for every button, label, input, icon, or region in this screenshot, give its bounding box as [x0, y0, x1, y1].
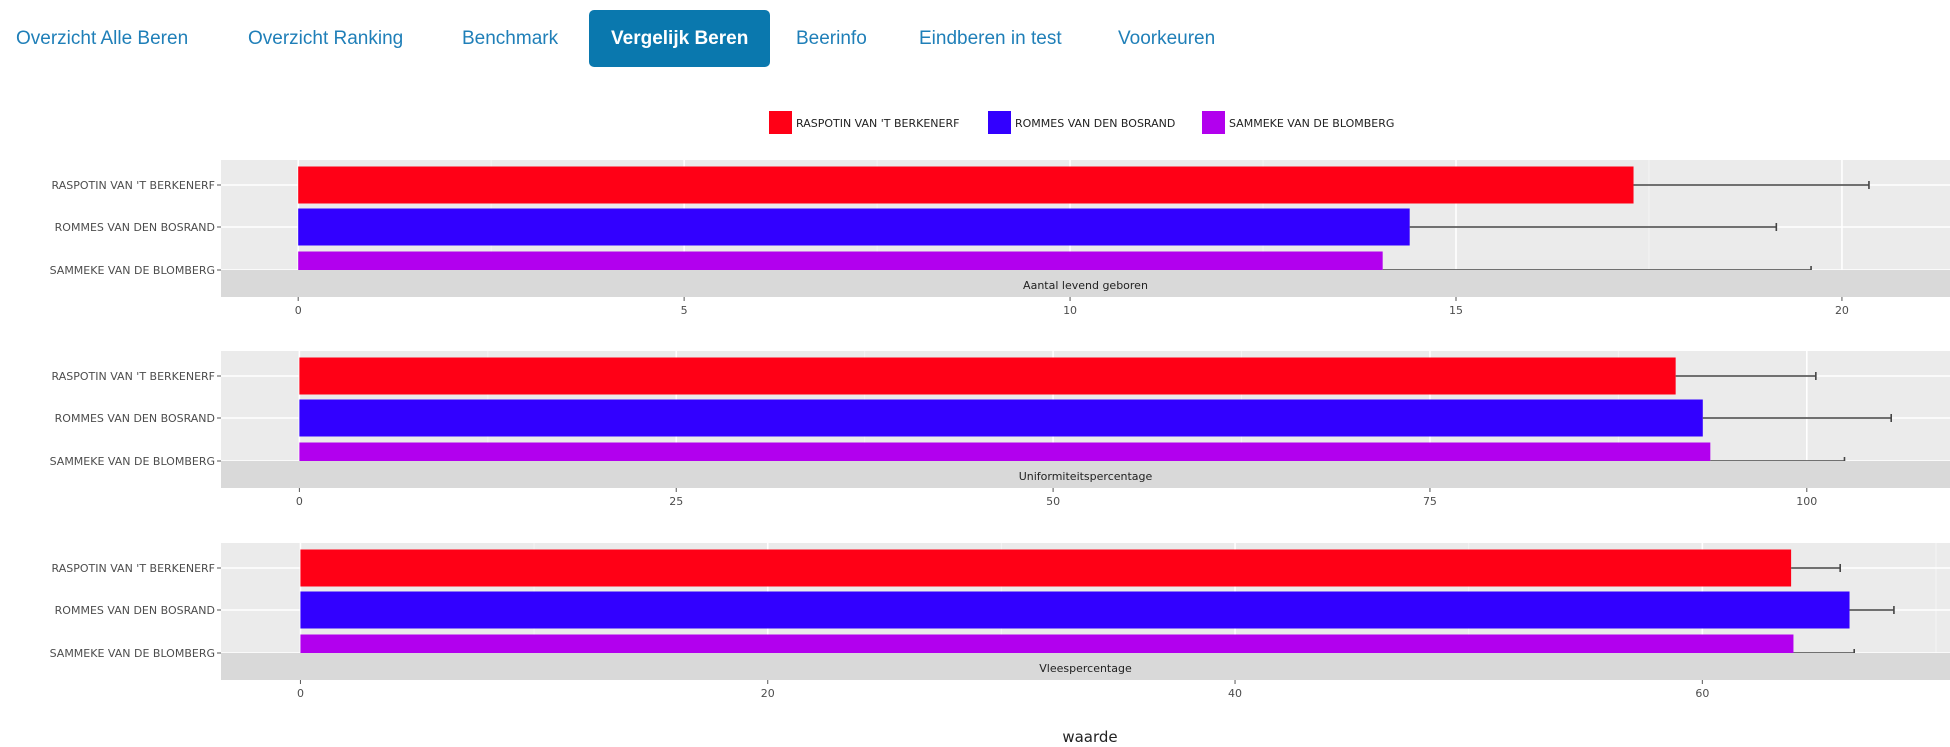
- x-tick-label: 75: [1423, 495, 1437, 508]
- x-tick-label: 100: [1796, 495, 1817, 508]
- facet-strip-label: Uniformiteitspercentage: [1019, 470, 1153, 483]
- legend-key-rommes-van-den-bosrand: [988, 111, 1011, 134]
- bar-raspotin-van-t-berkenerf: [299, 357, 1676, 395]
- facet-strip-label: Aantal levend geboren: [1023, 279, 1148, 292]
- tab-overzicht-ranking[interactable]: Overzicht Ranking: [248, 28, 404, 49]
- category-label: ROMMES VAN DEN BOSRAND: [55, 412, 215, 425]
- panel-aantal-levend-geboren: RASPOTIN VAN 'T BERKENERF ROMMES VAN DEN …: [50, 160, 1950, 317]
- facet-strip: [221, 461, 1950, 488]
- category-label: ROMMES VAN DEN BOSRAND: [55, 604, 215, 617]
- panel-uniformiteitspercentage: RASPOTIN VAN 'T BERKENERF ROMMES VAN DEN …: [50, 351, 1950, 508]
- tab-benchmark[interactable]: Benchmark: [462, 28, 559, 49]
- category-label: SAMMEKE VAN DE BLOMBERG: [50, 647, 215, 660]
- panel-vleespercentage: RASPOTIN VAN 'T BERKENERF ROMMES VAN DEN …: [50, 543, 1950, 700]
- bar-rommes-van-den-bosrand: [299, 399, 1703, 437]
- nav-bar: Overzicht Alle Beren Overzicht Ranking B…: [0, 10, 1950, 67]
- x-tick-label: 5: [681, 304, 688, 317]
- facet-strip: [221, 653, 1950, 680]
- bar-rommes-van-den-bosrand: [300, 591, 1850, 629]
- tab-vergelijk-beren[interactable]: Vergelijk Beren: [589, 10, 771, 67]
- legend-key-raspotin-van-t-berkenerf: [769, 111, 792, 134]
- x-tick-label: 15: [1449, 304, 1463, 317]
- x-tick-label: 50: [1046, 495, 1060, 508]
- tab-overzicht-alle-beren[interactable]: Overzicht Alle Beren: [16, 28, 189, 49]
- tab-eindberen-in-test[interactable]: Eindberen in test: [919, 28, 1062, 49]
- bar-rommes-van-den-bosrand: [298, 208, 1410, 246]
- x-tick-label: 20: [761, 687, 775, 700]
- category-label: ROMMES VAN DEN BOSRAND: [55, 221, 215, 234]
- category-label: SAMMEKE VAN DE BLOMBERG: [50, 455, 215, 468]
- x-tick-label: 0: [296, 495, 303, 508]
- legend-label-raspotin-van-t-berkenerf: RASPOTIN VAN 'T BERKENERF: [796, 117, 959, 130]
- category-label: RASPOTIN VAN 'T BERKENERF: [52, 562, 215, 575]
- legend: RASPOTIN VAN 'T BERKENERF ROMMES VAN DEN …: [769, 111, 1394, 134]
- x-tick-label: 20: [1835, 304, 1849, 317]
- x-tick-label: 60: [1695, 687, 1709, 700]
- category-label: SAMMEKE VAN DE BLOMBERG: [50, 264, 215, 277]
- legend-label-sammeke-van-de-blomberg: SAMMEKE VAN DE BLOMBERG: [1229, 117, 1394, 130]
- facet-strip: [221, 270, 1950, 297]
- x-tick-label: 40: [1228, 687, 1242, 700]
- x-axis-title: waarde: [1062, 728, 1117, 746]
- x-tick-label: 0: [295, 304, 302, 317]
- x-tick-label: 10: [1063, 304, 1077, 317]
- x-tick-label: 0: [297, 687, 304, 700]
- tab-voorkeuren[interactable]: Voorkeuren: [1118, 28, 1216, 49]
- category-label: RASPOTIN VAN 'T BERKENERF: [52, 370, 215, 383]
- facet-strip-label: Vleespercentage: [1039, 662, 1132, 675]
- legend-label-rommes-van-den-bosrand: ROMMES VAN DEN BOSRAND: [1015, 117, 1175, 130]
- category-label: RASPOTIN VAN 'T BERKENERF: [52, 179, 215, 192]
- legend-key-sammeke-van-de-blomberg: [1202, 111, 1225, 134]
- x-tick-label: 25: [669, 495, 683, 508]
- bar-raspotin-van-t-berkenerf: [300, 549, 1792, 587]
- bar-raspotin-van-t-berkenerf: [298, 166, 1634, 204]
- tab-beerinfo[interactable]: Beerinfo: [796, 28, 867, 49]
